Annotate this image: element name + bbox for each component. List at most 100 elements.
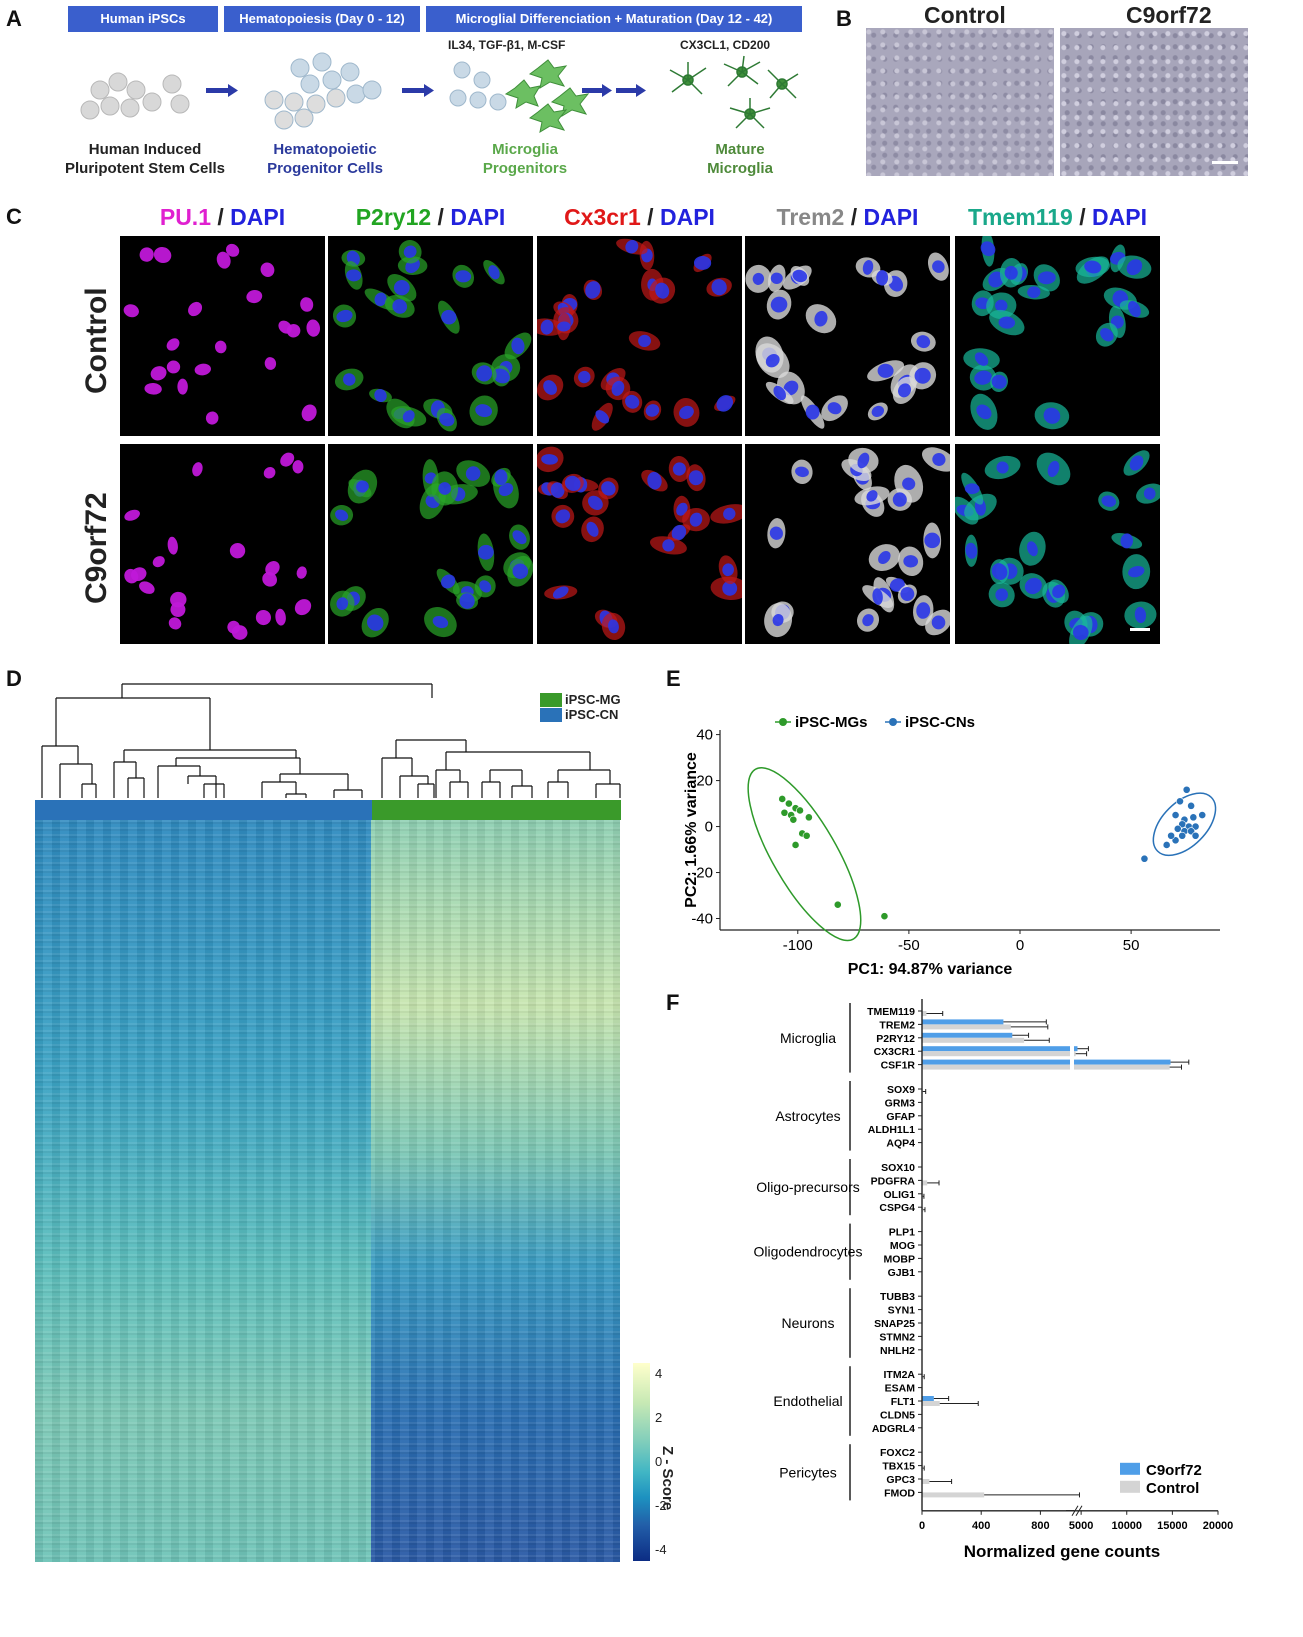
stage-mp-line1: Microglia bbox=[492, 141, 558, 158]
pca-point-cn bbox=[1198, 811, 1207, 819]
pca-plot: 40 20 0 -20 -40 -100 -50 0 50 PC1: 94.87% varianc… bbox=[683, 714, 1220, 978]
group-label: Microglia bbox=[780, 1030, 836, 1046]
gene-label: PDGFRA bbox=[871, 1175, 916, 1187]
gene-label: SNAP25 bbox=[874, 1318, 915, 1330]
stage-mature-microglia: Mature Microglia bbox=[660, 140, 820, 178]
group-label: Oligodendrocytes bbox=[754, 1244, 863, 1260]
heatmap-row-texture bbox=[35, 820, 620, 1562]
gene-label: GPC3 bbox=[886, 1474, 915, 1486]
pca-point-mg bbox=[802, 831, 811, 840]
stage-ipsc-line2: Pluripotent Stem Cells bbox=[64, 160, 226, 177]
channel-label-1: P2ry12 / DAPI bbox=[328, 204, 533, 231]
gene-label: CSPG4 bbox=[879, 1202, 915, 1214]
cell-illustrations bbox=[80, 52, 799, 134]
channel-separator: / bbox=[211, 204, 231, 230]
factors-maturation: CX3CL1, CD200 bbox=[680, 38, 771, 52]
legend-label-mg: iPSC-MG bbox=[565, 692, 621, 707]
legend-swatch-mg bbox=[540, 692, 562, 707]
cn-confidence-ellipse bbox=[1152, 792, 1217, 857]
pca-point-cn bbox=[1173, 824, 1182, 833]
header-microglial-differentiation: Microglial Differenciation + Maturation … bbox=[426, 6, 802, 32]
pca-point-cn bbox=[1189, 813, 1198, 822]
panel-label-a: A bbox=[6, 6, 22, 31]
pca-xtick: -50 bbox=[898, 937, 920, 954]
gene-label: GRM3 bbox=[885, 1097, 915, 1109]
bar-control bbox=[922, 1401, 940, 1406]
pca-xlabel: PC1: 94.87% variance bbox=[848, 961, 1013, 978]
group-label: Endothelial bbox=[773, 1393, 842, 1409]
arrow-3-icon bbox=[582, 84, 646, 97]
stage-hpc-line2: Progenitor Cells bbox=[267, 160, 383, 177]
pca-point-cn bbox=[1178, 831, 1187, 840]
brightfield-c9orf72-label: C9orf72 bbox=[1126, 2, 1212, 28]
gene-label: FOXC2 bbox=[880, 1447, 915, 1459]
pca-point-cn bbox=[1182, 785, 1191, 794]
arrow-2-icon bbox=[402, 84, 434, 97]
factors-progenitors: IL34, TGF-β1, M-CSF bbox=[448, 38, 566, 52]
pca-xtick: 0 bbox=[1016, 937, 1024, 954]
bar-control bbox=[922, 1180, 928, 1186]
channel-marker: Tmem119 bbox=[968, 204, 1073, 230]
pca-ylabel: PC2: 1.66% variance bbox=[683, 752, 700, 908]
gene-label: GJB1 bbox=[888, 1267, 916, 1279]
gene-label: TREM2 bbox=[879, 1019, 915, 1031]
pca-ytick: -20 bbox=[691, 865, 713, 882]
gene-label: P2RY12 bbox=[876, 1033, 915, 1045]
if-image-control-4 bbox=[955, 236, 1160, 436]
pca-legend-label: iPSC-CNs bbox=[905, 714, 975, 731]
mg-confidence-ellipse bbox=[747, 767, 862, 942]
pca-point-cn bbox=[1162, 841, 1171, 849]
legend-label-c9orf72: C9orf72 bbox=[1146, 1462, 1202, 1479]
gene-label: GFAP bbox=[886, 1111, 915, 1123]
gene-label: AQP4 bbox=[886, 1138, 915, 1150]
pca-legend-marker bbox=[779, 718, 787, 726]
colorbar-tick: 2 bbox=[655, 1410, 663, 1425]
pca-point-mg bbox=[796, 806, 804, 815]
channel-dapi: DAPI bbox=[659, 204, 715, 230]
pca-point-mg bbox=[791, 841, 800, 849]
panel-label-f: F bbox=[666, 990, 680, 1015]
if-image-control-0 bbox=[120, 236, 325, 436]
legend-item-mg: iPSC-MG bbox=[540, 692, 621, 707]
bar-xtick: 800 bbox=[1031, 1520, 1049, 1532]
if-image-control-2 bbox=[537, 236, 742, 436]
if-image-c9orf72-1 bbox=[328, 444, 533, 644]
pca-legend-marker bbox=[889, 718, 897, 726]
gene-label: MOBP bbox=[884, 1253, 916, 1265]
bar-control bbox=[922, 1492, 985, 1498]
bar-xtick: 10000 bbox=[1111, 1520, 1142, 1532]
bar-control bbox=[922, 1064, 1170, 1070]
legend-label-control: Control bbox=[1146, 1480, 1199, 1497]
bar-c9orf72 bbox=[922, 1059, 1171, 1065]
group-label: Pericytes bbox=[779, 1464, 837, 1480]
pca-xtick: 50 bbox=[1123, 937, 1140, 954]
if-image-c9orf72-3 bbox=[745, 444, 950, 644]
scale-bar bbox=[1212, 161, 1238, 164]
brightfield-control-image bbox=[866, 28, 1054, 176]
gene-label: SOX9 bbox=[887, 1084, 915, 1096]
stage-microglia-progenitors: Microglia Progenitors bbox=[440, 140, 610, 178]
channel-separator: / bbox=[1072, 204, 1093, 230]
channel-dapi: DAPI bbox=[450, 204, 506, 230]
gene-label: ADGRL4 bbox=[872, 1423, 915, 1435]
if-image-c9orf72-4 bbox=[955, 444, 1160, 644]
legend-swatch-cn bbox=[540, 707, 562, 722]
bar-c9orf72 bbox=[922, 1019, 1004, 1025]
gene-label: TUBB3 bbox=[880, 1291, 915, 1303]
channel-dapi: DAPI bbox=[230, 204, 286, 230]
pca-point-mg bbox=[780, 808, 789, 817]
pca-point-cn bbox=[1167, 831, 1176, 840]
axis-break-mark bbox=[1075, 1505, 1083, 1517]
gene-label: ALDH1L1 bbox=[868, 1124, 915, 1136]
bar-xtick: 5000 bbox=[1069, 1520, 1093, 1532]
bar-c9orf72 bbox=[922, 1032, 1013, 1038]
bar-xtick: 400 bbox=[972, 1520, 990, 1532]
gene-label: NHLH2 bbox=[880, 1345, 915, 1357]
colorbar-title: Z - Score bbox=[659, 1446, 676, 1511]
heatmap-mg-block bbox=[371, 820, 620, 1562]
legend-swatch-control bbox=[1120, 1480, 1140, 1493]
gene-label: FMOD bbox=[884, 1487, 915, 1499]
pca-point-mg bbox=[880, 912, 889, 921]
bar-control bbox=[922, 1479, 930, 1484]
